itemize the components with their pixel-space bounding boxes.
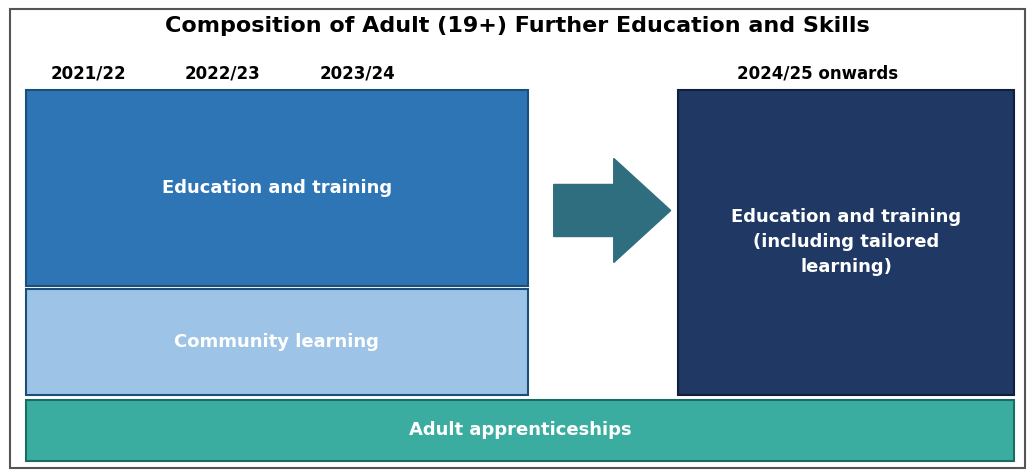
Text: 2024/25 onwards: 2024/25 onwards	[737, 64, 898, 82]
Bar	[678, 90, 1014, 395]
Text: Composition of Adult (19+) Further Education and Skills: Composition of Adult (19+) Further Educa…	[166, 16, 869, 36]
Bar	[26, 90, 528, 286]
Bar	[26, 400, 1014, 461]
Polygon shape	[554, 158, 671, 263]
Text: Adult apprenticeships: Adult apprenticeships	[409, 421, 631, 439]
Text: Education and training: Education and training	[161, 179, 392, 197]
Text: Community learning: Community learning	[175, 333, 379, 351]
Bar	[26, 289, 528, 395]
Text: Education and training
(including tailored
learning): Education and training (including tailor…	[731, 209, 962, 276]
Text: 2021/22: 2021/22	[50, 64, 126, 82]
Text: 2023/24: 2023/24	[319, 64, 395, 82]
Text: 2022/23: 2022/23	[184, 64, 261, 82]
